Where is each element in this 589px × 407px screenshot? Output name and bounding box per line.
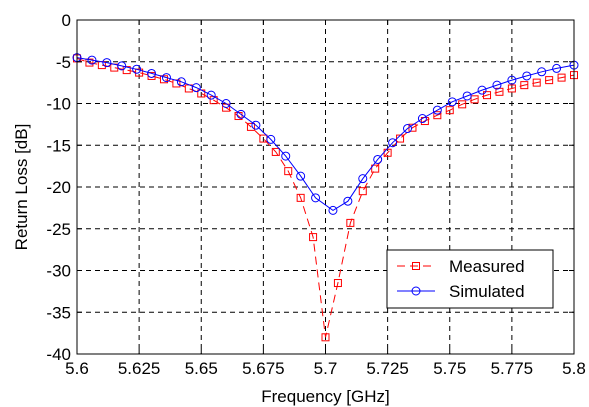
simulated-point [132, 64, 142, 74]
legend-entries: Measured Simulated [397, 257, 525, 301]
simulated-point [311, 193, 321, 203]
x-tick-label: 5.7 [314, 359, 338, 378]
measured-point [483, 91, 492, 100]
x-tick-label: 5.6 [65, 359, 89, 378]
measured-point [271, 147, 280, 156]
x-tick-label: 5.625 [118, 359, 161, 378]
simulated-point [507, 75, 517, 85]
measured-point [321, 333, 330, 342]
simulated-point [358, 174, 368, 184]
y-tick-label: -10 [46, 95, 71, 114]
simulated-point [477, 85, 487, 95]
simulated-point [102, 58, 112, 68]
simulated-point [236, 109, 246, 119]
simulated-point [251, 120, 261, 130]
measured-point [371, 164, 380, 173]
simulated-point [281, 151, 291, 161]
simulated-point [373, 154, 383, 164]
measured-point [507, 84, 516, 93]
grid-lines [77, 20, 574, 354]
x-axis-title: Frequency [GHz] [261, 387, 390, 406]
simulated-point [221, 99, 231, 108]
simulated-line [76, 57, 575, 212]
y-tick-label: -40 [46, 345, 71, 364]
measured-point [532, 78, 541, 87]
measured-point [284, 167, 293, 176]
y-tick-label: 0 [62, 11, 71, 30]
x-tick-label: 5.675 [242, 359, 285, 378]
simulated-point [522, 71, 532, 81]
simulated-point [87, 55, 97, 65]
y-tick-label: -25 [46, 220, 71, 239]
y-tick-label: -5 [56, 53, 71, 72]
simulated-point [552, 63, 562, 73]
measured-point [85, 58, 94, 67]
measured-point [333, 279, 342, 288]
simulated-point [492, 80, 502, 90]
simulated-point [343, 196, 353, 206]
x-tick-label: 5.75 [433, 359, 466, 378]
measured-point [159, 75, 168, 84]
data-series [72, 53, 579, 342]
simulated-point [147, 68, 157, 78]
measured-point [458, 100, 467, 109]
y-tick-label: -15 [46, 136, 71, 155]
legend-simulated-label: Simulated [449, 282, 525, 301]
series-simulated [72, 53, 579, 215]
simulated-point [403, 124, 413, 134]
legend-measured-label: Measured [449, 257, 525, 276]
measured-point [358, 187, 367, 196]
simulated-point [266, 134, 276, 144]
measured-point [296, 193, 305, 202]
legend-measured-marker [412, 262, 420, 270]
measured-point [346, 218, 355, 227]
legend-box [386, 249, 554, 309]
y-tick-label: -35 [46, 303, 71, 322]
measured-point [545, 76, 554, 85]
simulated-point [537, 67, 547, 77]
axis-ticks: 5.6 5.625 5.65 5.675 5.7 5.725 5.75 5.775 5.8 0 -5… [46, 11, 585, 378]
simulated-point [388, 138, 398, 148]
measured-point [309, 233, 318, 242]
simulated-point [191, 83, 201, 93]
measured-point [557, 73, 566, 82]
simulated-point [117, 61, 127, 71]
x-tick-label: 5.775 [491, 359, 534, 378]
simulated-point [417, 114, 427, 124]
measured-line [76, 57, 575, 338]
legend: Measured Simulated [386, 249, 554, 309]
measured-point [246, 122, 255, 131]
simulated-point [447, 97, 457, 107]
simulated-point [161, 73, 171, 83]
y-axis-title: Return Loss [dB] [12, 124, 31, 251]
simulated-point [206, 90, 216, 100]
measured-point [222, 103, 231, 112]
x-tick-label: 5.65 [185, 359, 218, 378]
simulated-point [176, 77, 186, 87]
measured-point [520, 81, 529, 90]
simulated-point [432, 105, 442, 115]
y-tick-label: -20 [46, 178, 71, 197]
measured-point [445, 106, 454, 115]
simulated-point [296, 171, 306, 181]
legend-simulated-marker [411, 286, 421, 296]
simulated-point [328, 205, 338, 215]
x-tick-label: 5.8 [562, 359, 586, 378]
x-tick-label: 5.725 [366, 359, 409, 378]
simulated-point [462, 91, 472, 101]
measured-point [135, 68, 144, 77]
measured-point [433, 111, 442, 120]
y-tick-label: -30 [46, 262, 71, 281]
measured-point [470, 95, 479, 104]
